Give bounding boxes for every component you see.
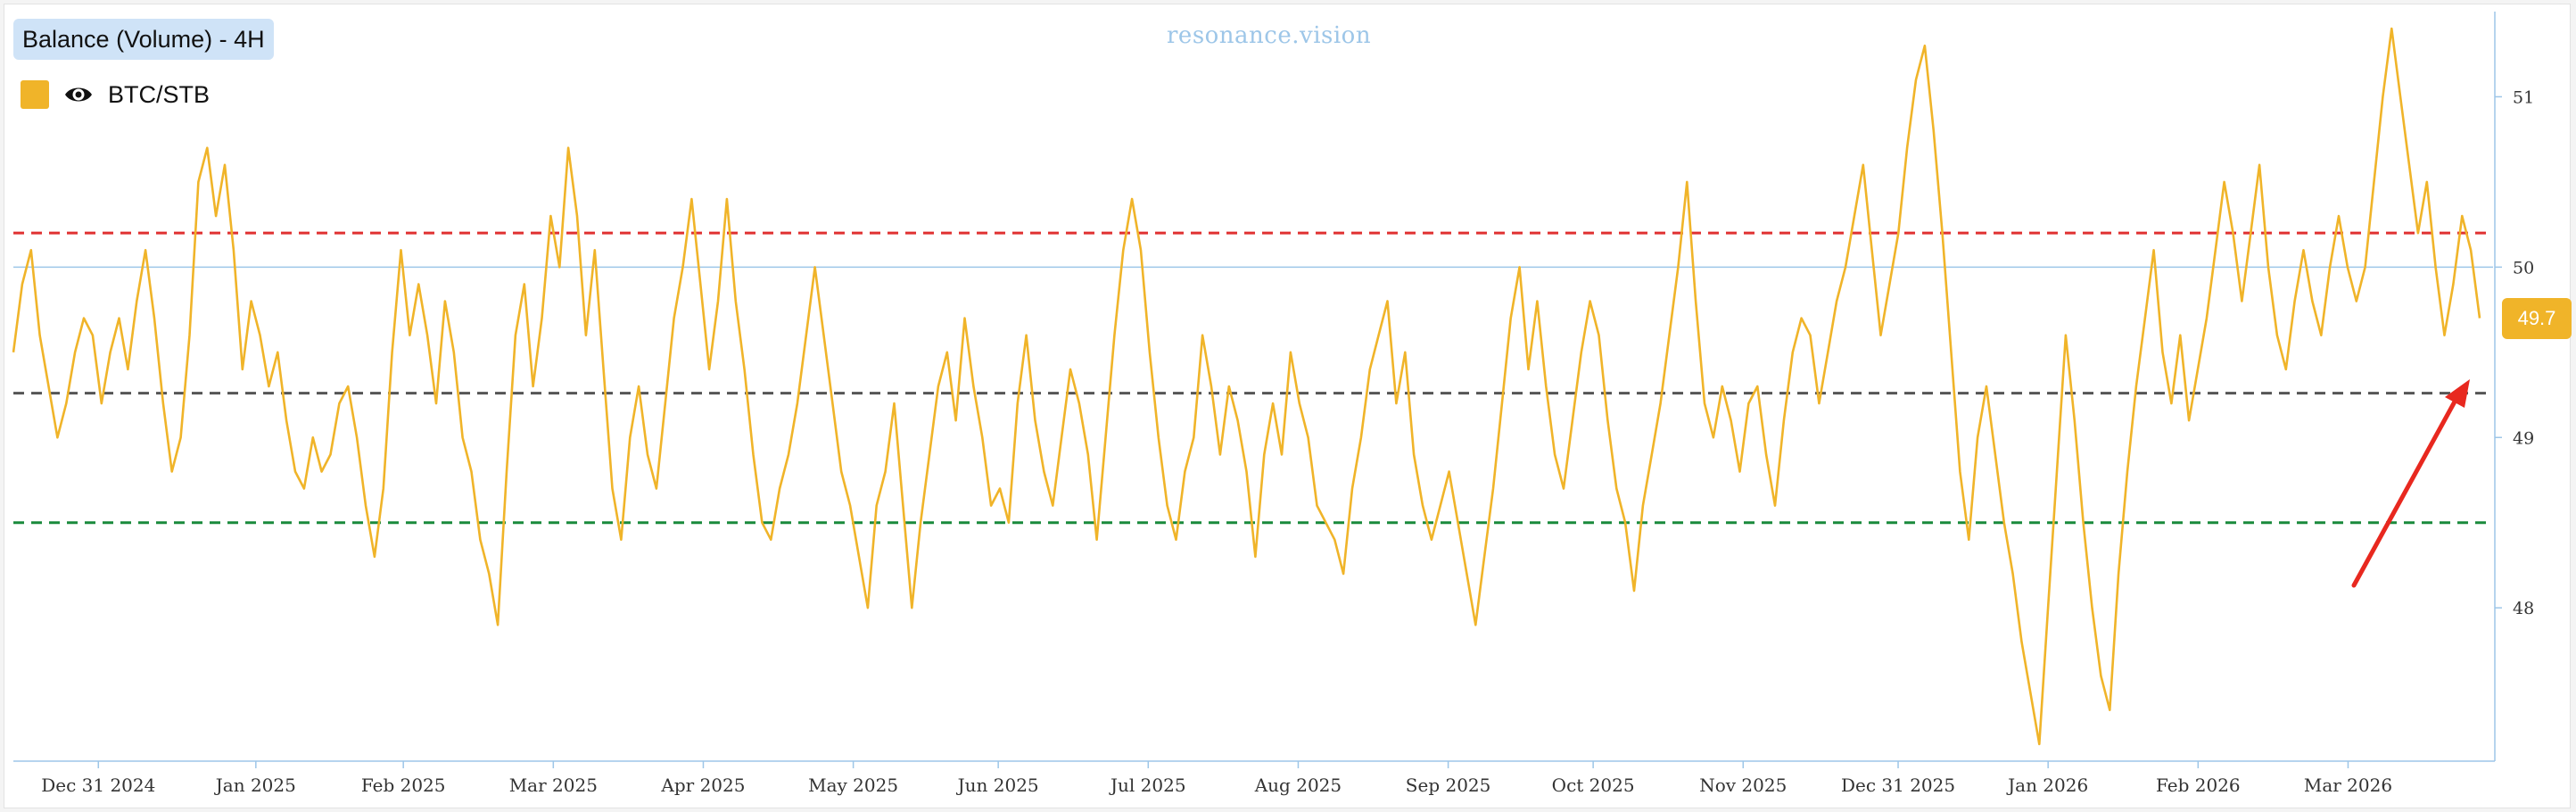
series-line-btc-stb [12,27,2481,746]
watermark: resonance.vision [1167,22,1372,49]
eye-icon[interactable] [63,79,94,110]
chart-title: Balance (Volume) - 4H [13,19,274,60]
x-tick-label: Jan 2025 [214,775,296,796]
chart-canvas: 48 49 50 51 Dec 31 2024 Jan 2025 Feb 2025 Mar 2… [12,12,2534,796]
x-tick-label: Jan 2026 [2006,775,2088,796]
x-tick-label: Jul 2025 [1109,775,1186,796]
y-tick-label: 51 [2513,87,2534,107]
horizontal-levels [13,231,2493,525]
legend-color-swatch [21,80,49,109]
x-tick-label: Feb 2025 [361,775,446,796]
annotation-layer [2351,379,2470,588]
axis-layer: 48 49 50 51 Dec 31 2024 Jan 2025 Feb 2025 Mar 2… [13,12,2534,796]
current-value-tag: 49.7 [2502,297,2572,339]
y-tick-label: 48 [2513,599,2534,618]
x-tick-label: Oct 2025 [1552,775,1635,796]
x-tick-label: Feb 2026 [2156,775,2241,796]
chart-frame: 48 49 50 51 Dec 31 2024 Jan 2025 Feb 2025 Mar 2… [4,4,2572,808]
y-tick-label: 50 [2513,258,2534,278]
x-tick-label: Apr 2025 [660,775,745,796]
series-layer [12,27,2481,746]
y-tick-label: 49 [2513,428,2534,448]
x-tick-label: Sep 2025 [1406,775,1491,796]
legend-label: BTC/STB [108,80,211,108]
x-tick-label: May 2025 [808,775,898,796]
x-tick-label: Dec 31 2025 [1841,775,1955,796]
x-tick-label: Dec 31 2024 [41,775,155,796]
x-tick-label: Mar 2026 [2304,775,2392,796]
annotation-arrow-head [2445,379,2470,408]
x-tick-label: Aug 2025 [1254,775,1342,796]
annotation-arrow-shaft [2351,391,2462,588]
x-tick-label: Nov 2025 [1699,775,1787,796]
x-tick-label: Mar 2025 [509,775,598,796]
legend[interactable]: BTC/STB [21,79,210,110]
x-tick-label: Jun 2025 [956,775,1039,796]
